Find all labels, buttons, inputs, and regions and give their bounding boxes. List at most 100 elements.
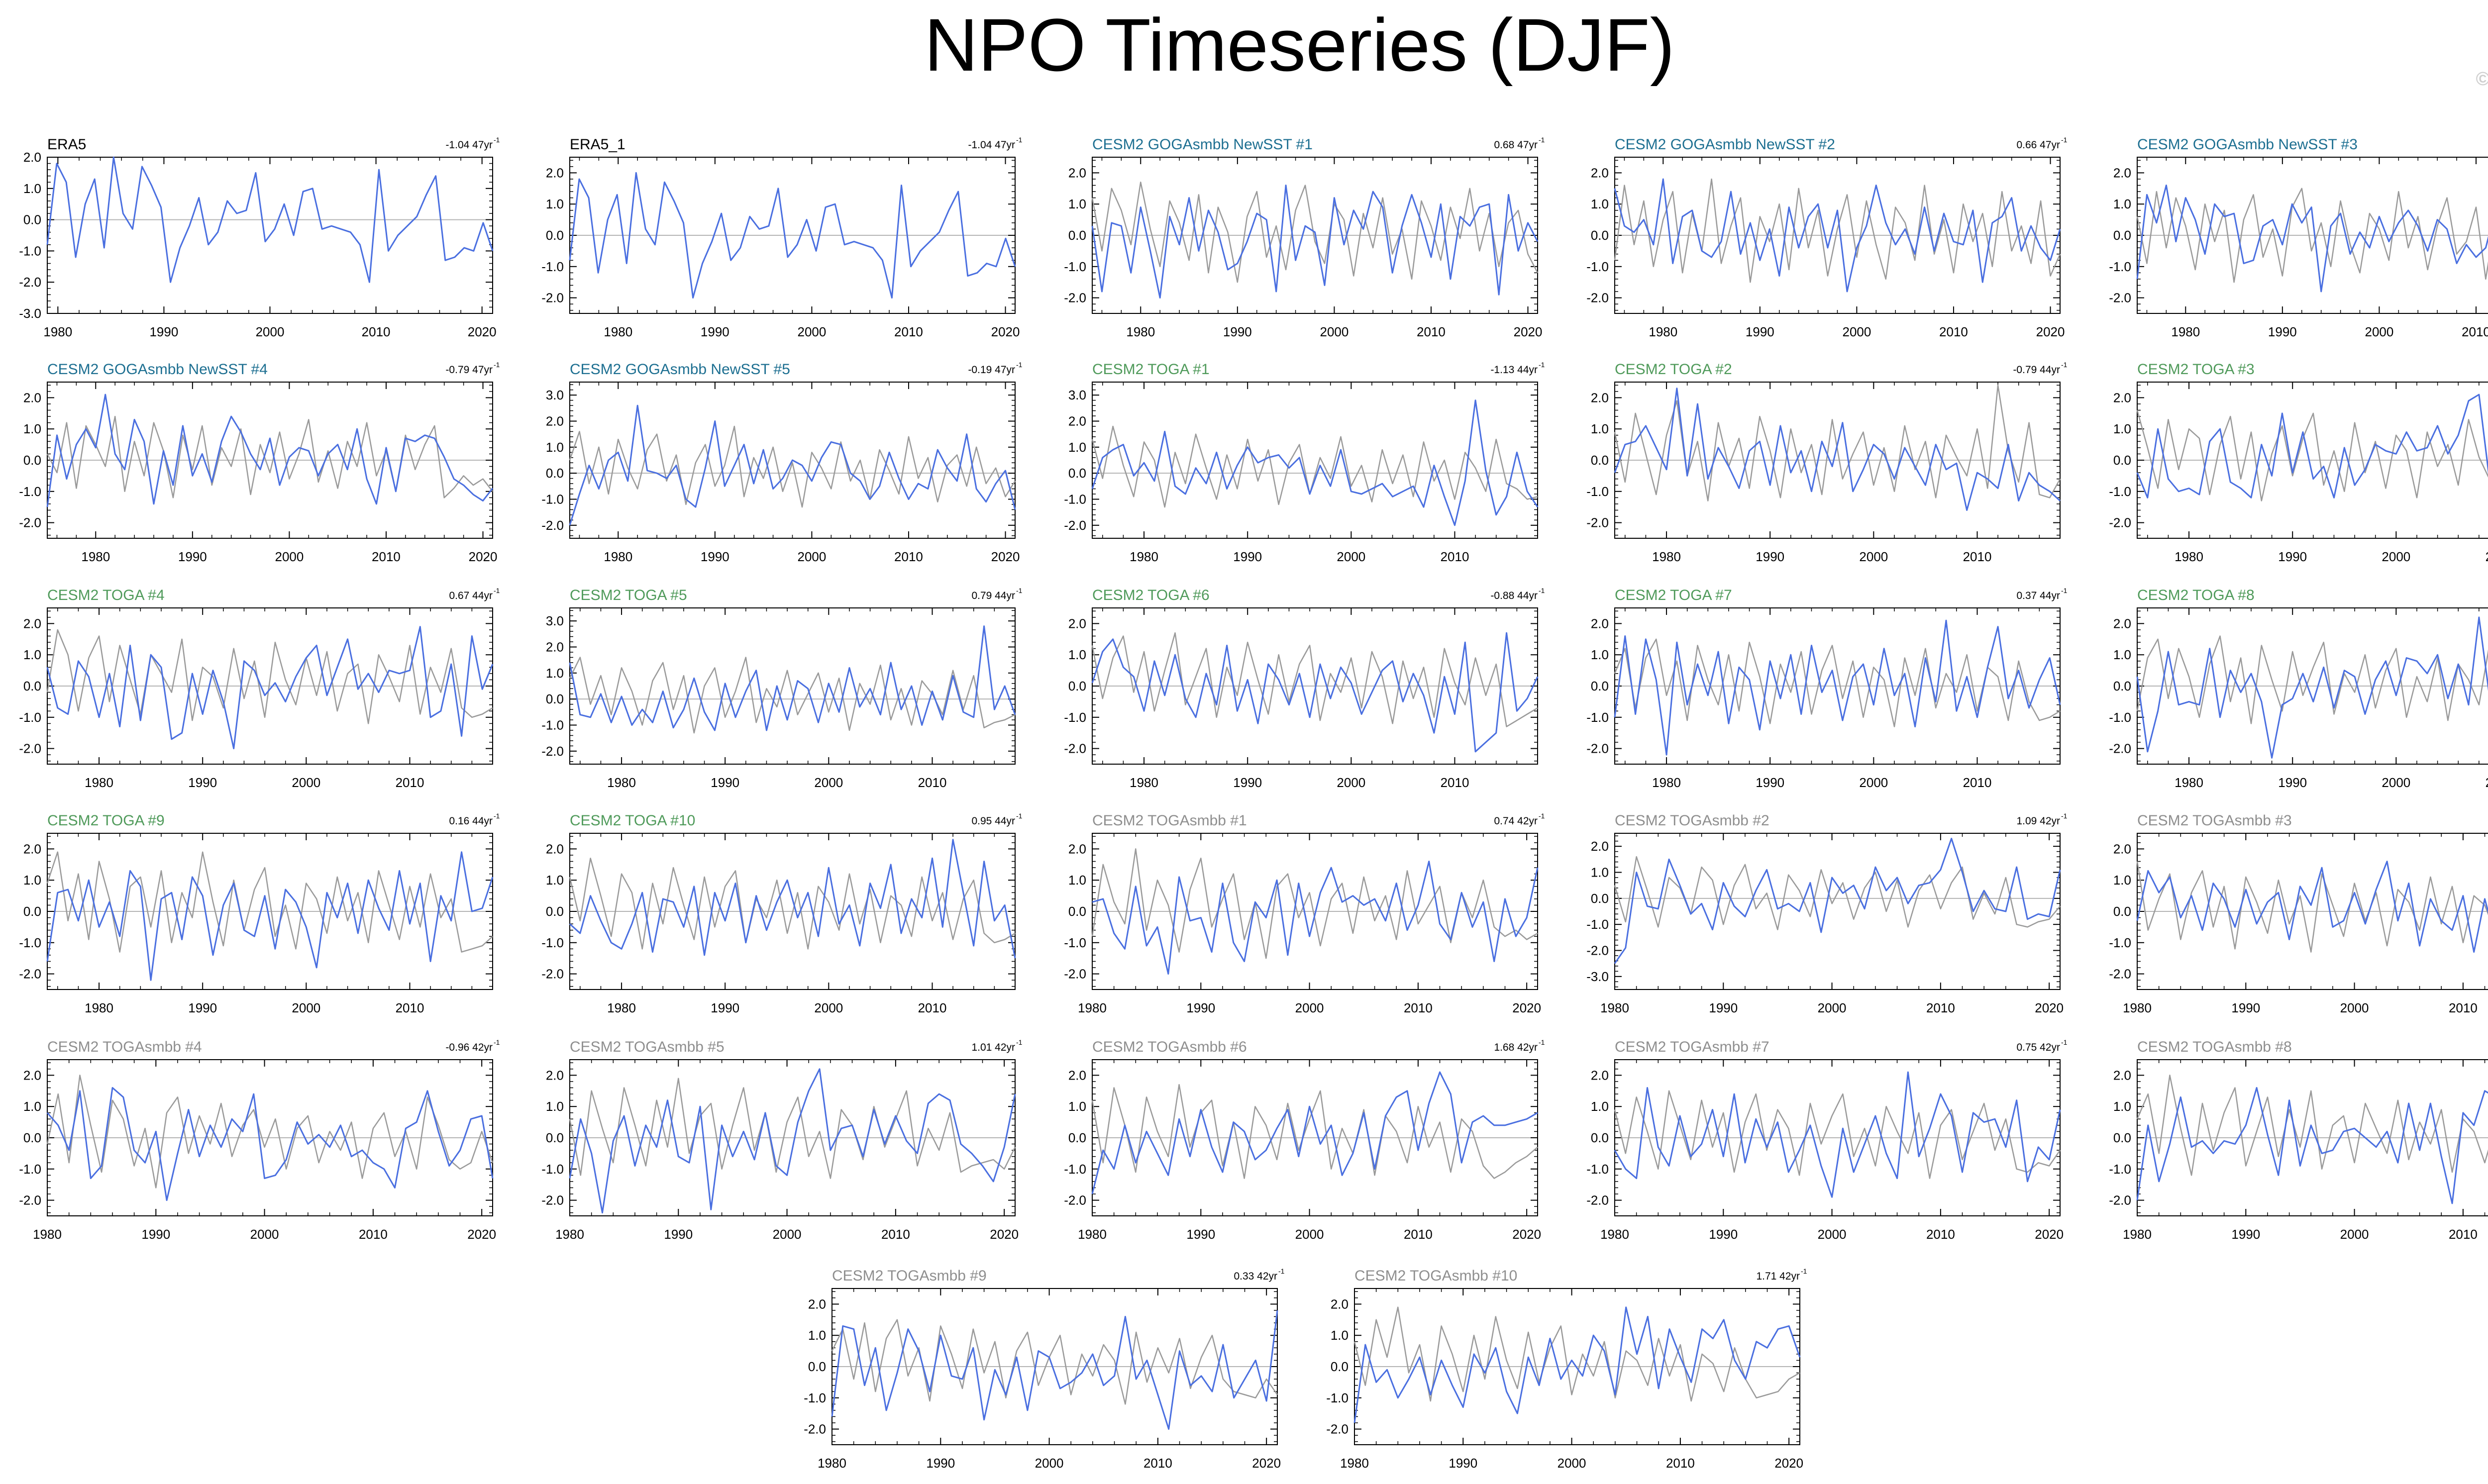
- y-tick-label: 0.0: [1068, 1130, 1086, 1145]
- trend-superscript: -1: [1539, 1038, 1545, 1046]
- chart-panel-18: CESM2 TOGAsmbb #1 0.74 42yr -1 2.0 1.0 0.0 -1.…: [1064, 812, 1545, 1015]
- y-tick-label: 2.0: [546, 414, 564, 429]
- y-tick-label: 2.0: [2113, 165, 2131, 180]
- y-tick-label: -2.0: [19, 1193, 41, 1208]
- y-tick-label: -2.0: [541, 967, 564, 982]
- x-tick-label: 2020: [991, 549, 1020, 564]
- y-tick-label: 0.0: [546, 466, 564, 481]
- trend-label: 1.71 42yr: [1756, 1271, 1800, 1282]
- chart-panel-21: CESM2 TOGAsmbb #4 -0.96 42yr -1 2.0 1.0 0.0 -1…: [19, 1038, 500, 1242]
- x-tick-label: 2000: [2382, 549, 2410, 564]
- x-tick-label: 2010: [1926, 1000, 1955, 1015]
- trend-superscript: -1: [1016, 812, 1023, 820]
- panel-title: CESM2 TOGA #3: [2137, 361, 2255, 378]
- chart-panel-19: CESM2 TOGAsmbb #2 1.09 42yr -1 2.0 1.0 0.0 -1.…: [1586, 812, 2067, 1015]
- ensemble-mean-line: [569, 857, 1016, 950]
- x-tick-label: 2010: [1417, 324, 1446, 339]
- y-tick-label: 2.0: [1591, 1068, 1609, 1083]
- y-tick-label: 0.0: [2113, 453, 2131, 468]
- chart-panel-11: CESM2 TOGA #4 0.67 44yr -1 2.0 1.0 0.0 -1.0 -2.…: [19, 587, 500, 790]
- x-tick-label: 2000: [1295, 1227, 1324, 1242]
- series-line: [1353, 1306, 1801, 1423]
- x-tick-label: 2020: [991, 324, 1020, 339]
- trend-superscript: -1: [2061, 1038, 2068, 1046]
- x-tick-label: 1990: [711, 775, 739, 790]
- x-tick-label: 2010: [1926, 1227, 1955, 1242]
- chart-panel-12: CESM2 TOGA #5 0.79 44yr -1 3.0 2.0 1.0 0.0 -1.0…: [541, 587, 1022, 790]
- series-line: [569, 625, 1016, 731]
- y-tick-label: -2.0: [1064, 967, 1086, 982]
- x-tick-label: 2010: [1963, 549, 1992, 564]
- y-tick-label: 1.0: [1331, 1328, 1348, 1343]
- ensemble-mean-line: [2136, 635, 2488, 724]
- chart-panel-27: CESM2 TOGAsmbb #10 1.71 42yr -1 2.0 1.0 0.0 -1…: [1326, 1267, 1807, 1471]
- x-tick-label: 2000: [1859, 775, 1888, 790]
- panel-title: ERA5_1: [570, 136, 625, 153]
- trend-superscript: -1: [1016, 136, 1023, 144]
- x-tick-label: 2010: [372, 549, 401, 564]
- y-tick-label: -1.0: [1586, 484, 1609, 499]
- panel-title: CESM2 TOGA #5: [570, 587, 687, 603]
- y-tick-label: 0.0: [1068, 228, 1086, 243]
- x-tick-label: 2010: [1939, 324, 1968, 339]
- y-tick-label: 0.0: [546, 1130, 564, 1145]
- y-tick-label: -2.0: [541, 744, 564, 759]
- ensemble-mean-line: [1091, 425, 1538, 508]
- x-tick-label: 2020: [1252, 1456, 1281, 1471]
- trend-superscript: -1: [1278, 1267, 1285, 1275]
- y-tick-label: 2.0: [808, 1296, 826, 1311]
- y-tick-label: -2.0: [1586, 943, 1609, 958]
- y-tick-label: 2.0: [546, 1068, 564, 1083]
- x-tick-label: 2000: [250, 1227, 279, 1242]
- trend-label: -0.96 42yr: [445, 1042, 493, 1053]
- panel-title: CESM2 TOGA #9: [47, 812, 165, 829]
- ensemble-mean-line: [1614, 178, 2061, 283]
- panel-title: CESM2 TOGA #1: [1092, 361, 1210, 378]
- y-tick-label: 0.0: [1068, 904, 1086, 919]
- y-tick-label: -2.0: [19, 967, 41, 982]
- y-tick-label: -1.0: [541, 935, 564, 950]
- x-tick-label: 2000: [1842, 324, 1871, 339]
- y-tick-label: -2.0: [19, 275, 41, 290]
- y-tick-label: 2.0: [1068, 1068, 1086, 1083]
- x-tick-label: 1990: [149, 324, 178, 339]
- y-tick-label: -2.0: [541, 518, 564, 533]
- panel-title: CESM2 TOGAsmbb #4: [47, 1039, 202, 1055]
- y-tick-label: -2.0: [541, 1193, 564, 1208]
- y-tick-label: -1.0: [19, 1162, 41, 1177]
- x-tick-label: 2010: [2449, 1227, 2478, 1242]
- y-tick-label: -1.0: [1064, 492, 1086, 507]
- x-tick-label: 2010: [359, 1227, 388, 1242]
- y-tick-label: 2.0: [1591, 839, 1609, 854]
- x-tick-label: 2020: [2035, 1000, 2064, 1015]
- trend-label: 0.74 42yr: [1494, 815, 1538, 827]
- trend-superscript: -1: [2061, 812, 2068, 820]
- ensemble-mean-line: [569, 657, 1016, 734]
- series-line: [2136, 394, 2488, 498]
- y-tick-label: 2.0: [1068, 841, 1086, 856]
- trend-superscript: -1: [494, 1038, 500, 1046]
- x-tick-label: 2010: [1441, 775, 1469, 790]
- x-tick-label: 1980: [2123, 1000, 2152, 1015]
- y-tick-label: 2.0: [1591, 165, 1609, 180]
- panel-title: CESM2 GOGAsmbb NewSST #4: [47, 361, 268, 378]
- x-tick-label: 1990: [188, 1000, 217, 1015]
- trend-superscript: -1: [1016, 587, 1023, 594]
- y-tick-label: -2.0: [1064, 291, 1086, 305]
- y-tick-label: -1.0: [2109, 259, 2131, 274]
- x-tick-label: 1990: [1449, 1456, 1477, 1471]
- x-tick-label: 2010: [918, 775, 947, 790]
- x-tick-label: 2000: [2340, 1000, 2369, 1015]
- x-tick-label: 1980: [2123, 1227, 2152, 1242]
- trend-superscript: -1: [1539, 587, 1545, 594]
- x-tick-label: 2010: [2486, 549, 2488, 564]
- x-tick-label: 2000: [292, 775, 320, 790]
- panel-title: CESM2 TOGAsmbb #3: [2137, 812, 2292, 829]
- trend-label: 0.95 44yr: [971, 815, 1015, 827]
- x-tick-label: 1980: [1652, 549, 1681, 564]
- x-tick-label: 2000: [1320, 324, 1348, 339]
- x-tick-label: 2020: [990, 1227, 1019, 1242]
- ensemble-mean-line: [1614, 1090, 2061, 1179]
- chart-panel-3: CESM2 GOGAsmbb NewSST #1 0.68 47yr -1 2.0 1.…: [1064, 136, 1545, 339]
- x-tick-label: 2010: [1143, 1456, 1172, 1471]
